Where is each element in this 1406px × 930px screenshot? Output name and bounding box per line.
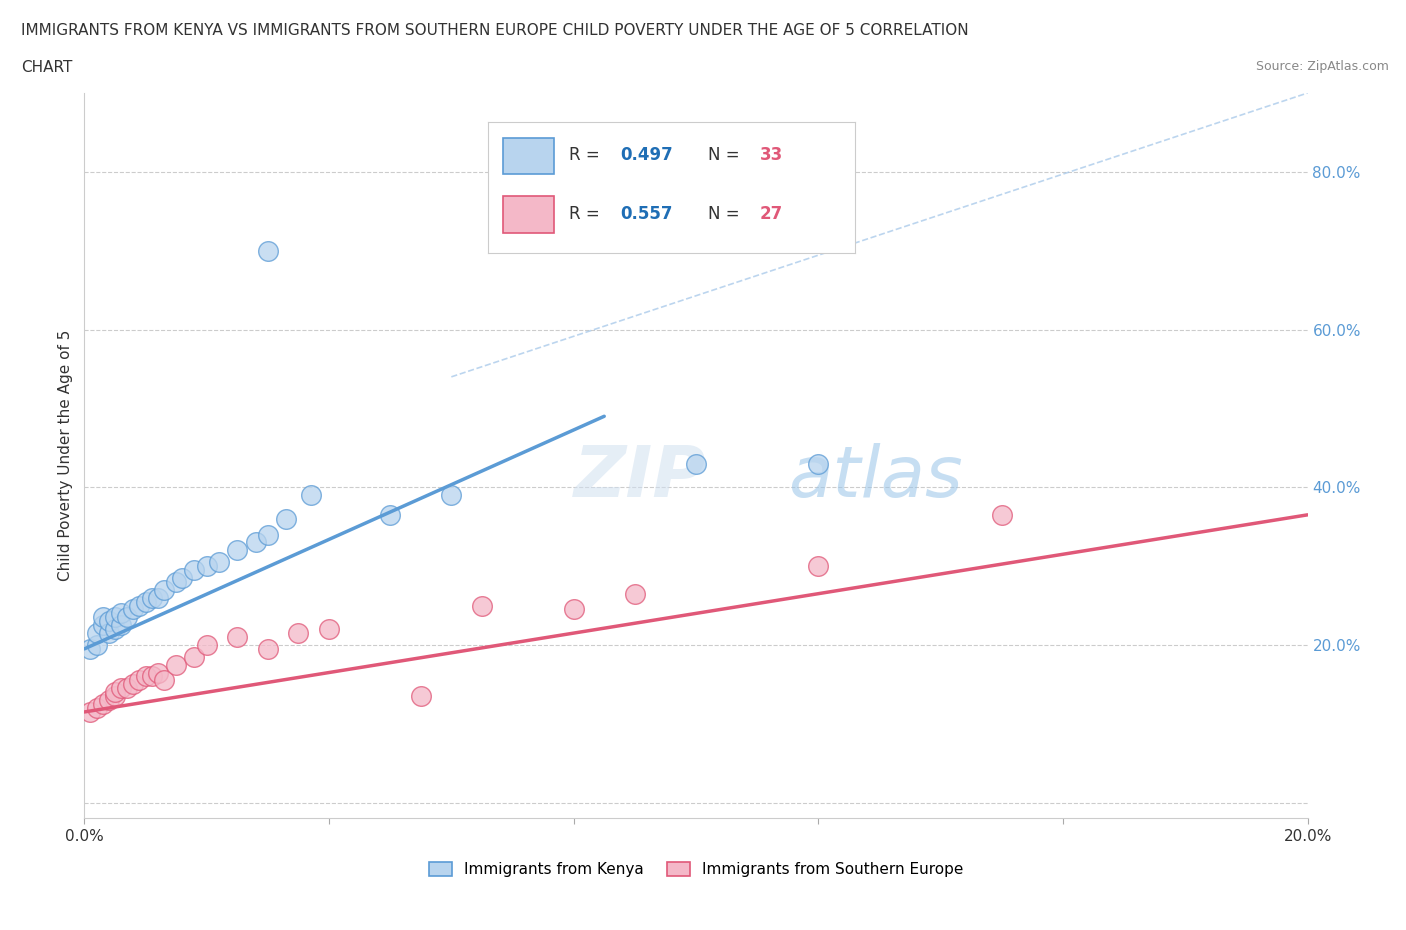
Point (91, 697, 114, 711)
Point (624, 586, 647, 601)
Point (183, 649, 205, 664)
Point (79, 642, 101, 657)
Point (172, 570, 194, 585)
Text: IMMIGRANTS FROM KENYA VS IMMIGRANTS FROM SOUTHERN EUROPE CHILD POVERTY UNDER THE: IMMIGRANTS FROM KENYA VS IMMIGRANTS FROM… (21, 23, 969, 38)
Point (208, 554, 231, 569)
Y-axis label: Child Poverty Under the Age of 5: Child Poverty Under the Age of 5 (58, 330, 73, 581)
Point (104, 684, 127, 699)
Point (165, 575, 187, 590)
Point (807, 559, 830, 574)
Point (104, 610, 127, 625)
Point (257, 244, 280, 259)
Point (104, 689, 127, 704)
Point (97, 693, 120, 708)
Point (991, 508, 1014, 523)
Point (685, 456, 707, 471)
Point (128, 673, 150, 688)
Point (86, 626, 108, 641)
Point (86, 637, 108, 652)
Text: Source: ZipAtlas.com: Source: ZipAtlas.com (1256, 60, 1389, 73)
Point (276, 512, 298, 526)
Point (97, 626, 120, 641)
Point (141, 591, 163, 605)
Text: ZIP: ZIP (574, 443, 706, 512)
Point (146, 591, 169, 605)
Point (471, 598, 494, 613)
Point (115, 610, 138, 625)
Point (409, 689, 432, 704)
Point (104, 622, 127, 637)
Point (128, 598, 150, 613)
Point (115, 681, 138, 696)
Point (110, 681, 132, 696)
Point (153, 673, 176, 688)
Point (226, 543, 249, 558)
Point (153, 582, 176, 597)
Point (195, 637, 218, 652)
Point (299, 487, 322, 502)
Point (97, 614, 120, 629)
Point (165, 658, 187, 672)
Text: atlas: atlas (787, 443, 962, 512)
Point (807, 456, 830, 471)
Point (562, 602, 585, 617)
Point (135, 594, 157, 609)
Point (122, 602, 145, 617)
Legend: Immigrants from Kenya, Immigrants from Southern Europe: Immigrants from Kenya, Immigrants from S… (423, 856, 969, 884)
Point (226, 630, 249, 644)
Point (91, 610, 114, 625)
Text: CHART: CHART (21, 60, 73, 75)
Point (195, 559, 218, 574)
Point (110, 606, 132, 621)
Point (257, 527, 280, 542)
Point (287, 626, 309, 641)
Point (110, 618, 132, 632)
Point (257, 642, 280, 657)
Point (245, 535, 267, 550)
Point (183, 563, 205, 578)
Point (122, 677, 145, 692)
Point (318, 622, 340, 637)
Point (79, 705, 101, 720)
Point (141, 669, 163, 684)
Point (440, 487, 463, 502)
Point (91, 618, 114, 632)
Point (146, 665, 169, 680)
Point (86, 700, 108, 715)
Point (135, 669, 157, 684)
Point (380, 508, 402, 523)
